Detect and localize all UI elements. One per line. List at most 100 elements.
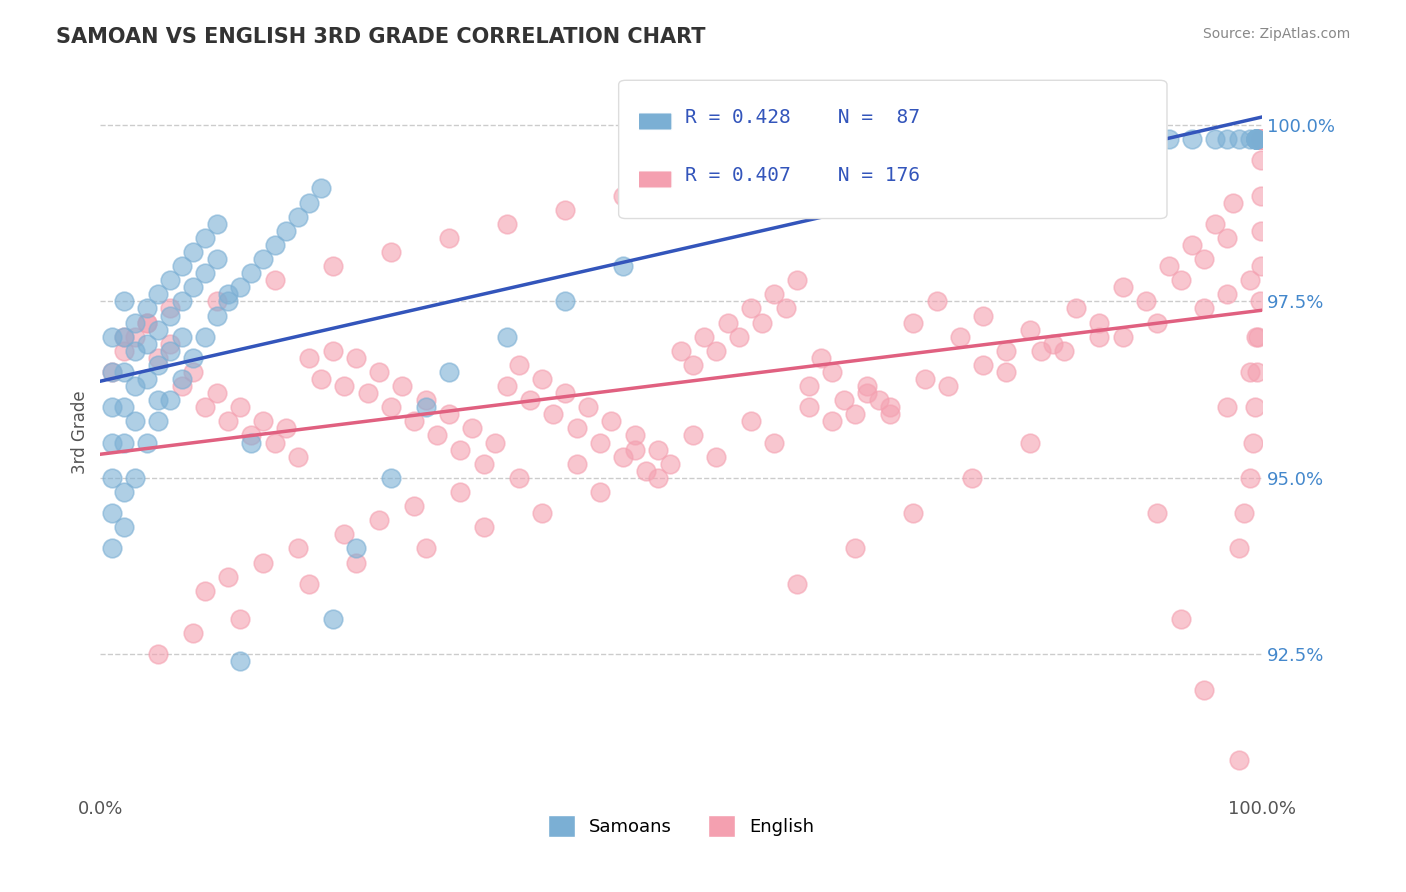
- Point: [1250, 259, 1272, 273]
- Point: [391, 379, 413, 393]
- Point: [786, 132, 808, 146]
- Text: R = 0.407    N = 176: R = 0.407 N = 176: [685, 166, 920, 186]
- Point: [135, 336, 157, 351]
- Y-axis label: 3rd Grade: 3rd Grade: [72, 390, 89, 474]
- Point: [159, 343, 181, 358]
- Point: [1192, 682, 1215, 697]
- Point: [1170, 612, 1192, 626]
- Point: [112, 343, 135, 358]
- Point: [240, 266, 263, 280]
- Point: [786, 576, 808, 591]
- Point: [252, 556, 274, 570]
- Point: [1250, 132, 1272, 146]
- Point: [101, 506, 124, 520]
- Point: [333, 379, 356, 393]
- Point: [449, 442, 471, 457]
- Point: [1135, 132, 1157, 146]
- Point: [1170, 273, 1192, 287]
- Point: [1111, 329, 1133, 343]
- Point: [797, 379, 820, 393]
- Point: [623, 442, 645, 457]
- Point: [229, 401, 252, 415]
- Point: [380, 245, 402, 260]
- Point: [229, 280, 252, 294]
- Point: [903, 132, 925, 146]
- Point: [554, 386, 576, 401]
- Point: [194, 583, 217, 598]
- Point: [740, 414, 762, 428]
- Point: [205, 217, 228, 231]
- Point: [252, 414, 274, 428]
- Point: [437, 231, 460, 245]
- Point: [1227, 753, 1250, 767]
- Point: [728, 132, 751, 146]
- Point: [472, 520, 495, 534]
- Point: [124, 316, 146, 330]
- Point: [751, 316, 773, 330]
- Point: [554, 202, 576, 217]
- Point: [194, 266, 217, 280]
- Point: [159, 336, 181, 351]
- Point: [287, 210, 309, 224]
- Point: [181, 365, 204, 379]
- Point: [322, 612, 344, 626]
- Point: [693, 329, 716, 343]
- Point: [936, 379, 959, 393]
- Point: [1241, 435, 1264, 450]
- Point: [101, 401, 124, 415]
- Point: [170, 294, 193, 309]
- Point: [205, 309, 228, 323]
- Point: [1227, 132, 1250, 146]
- Point: [159, 301, 181, 316]
- Point: [612, 450, 634, 464]
- Point: [1216, 401, 1239, 415]
- Point: [135, 372, 157, 386]
- Point: [135, 316, 157, 330]
- Point: [995, 365, 1018, 379]
- Point: [669, 174, 692, 188]
- Point: [1077, 132, 1099, 146]
- Point: [1031, 343, 1053, 358]
- Point: [112, 329, 135, 343]
- Point: [565, 457, 588, 471]
- Point: [530, 506, 553, 520]
- Point: [740, 301, 762, 316]
- Point: [333, 527, 356, 541]
- Point: [287, 450, 309, 464]
- Point: [1042, 336, 1064, 351]
- Point: [112, 435, 135, 450]
- Point: [101, 329, 124, 343]
- Point: [112, 520, 135, 534]
- Point: [1157, 259, 1180, 273]
- Point: [1246, 365, 1268, 379]
- Point: [508, 358, 530, 372]
- Point: [181, 626, 204, 640]
- Point: [437, 407, 460, 421]
- Point: [263, 238, 285, 252]
- Point: [786, 273, 808, 287]
- Point: [148, 358, 170, 372]
- Point: [821, 365, 844, 379]
- Point: [344, 351, 367, 365]
- Point: [217, 287, 239, 301]
- Point: [217, 414, 239, 428]
- Point: [194, 329, 217, 343]
- Point: [658, 457, 681, 471]
- Point: [298, 576, 321, 591]
- Point: [170, 329, 193, 343]
- Point: [496, 217, 519, 231]
- Point: [728, 329, 751, 343]
- Point: [287, 541, 309, 556]
- Point: [415, 401, 437, 415]
- Point: [101, 435, 124, 450]
- Point: [1247, 329, 1270, 343]
- Point: [1192, 252, 1215, 266]
- Point: [1053, 343, 1076, 358]
- Point: [101, 471, 124, 485]
- Point: [868, 393, 890, 408]
- Point: [1064, 301, 1087, 316]
- Point: [1244, 329, 1267, 343]
- Point: [194, 231, 217, 245]
- Point: [472, 457, 495, 471]
- Point: [1239, 471, 1261, 485]
